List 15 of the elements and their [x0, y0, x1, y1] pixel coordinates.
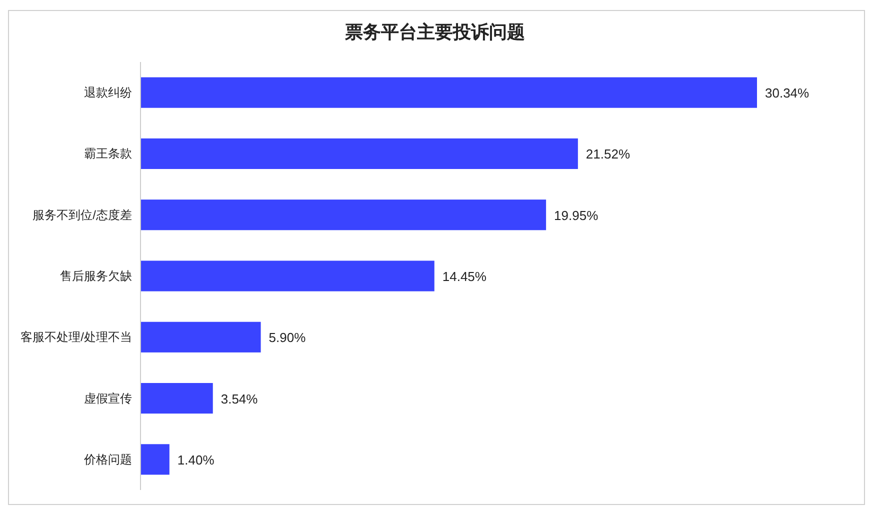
- y-tick-label: 退款纠纷: [84, 86, 132, 100]
- data-label: 3.54%: [220, 391, 258, 406]
- y-tick-label: 虚假宣传: [84, 391, 132, 406]
- chart-title: 票务平台主要投诉问题: [344, 22, 525, 42]
- y-tick-label: 价格问题: [83, 452, 132, 466]
- y-tick-label: 客服不处理/处理不当: [20, 330, 132, 344]
- data-label: 21.52%: [586, 146, 630, 162]
- data-label: 14.45%: [442, 269, 487, 284]
- data-label: 5.90%: [268, 330, 306, 346]
- y-tick-label: 售后服务欠缺: [60, 269, 132, 283]
- data-label: 1.40%: [177, 452, 215, 468]
- y-tick-label: 服务不到位/态度差: [32, 208, 132, 222]
- data-label: 30.34%: [765, 86, 810, 101]
- y-tick-label: 霸王条款: [84, 146, 132, 161]
- data-label: 19.95%: [554, 208, 599, 223]
